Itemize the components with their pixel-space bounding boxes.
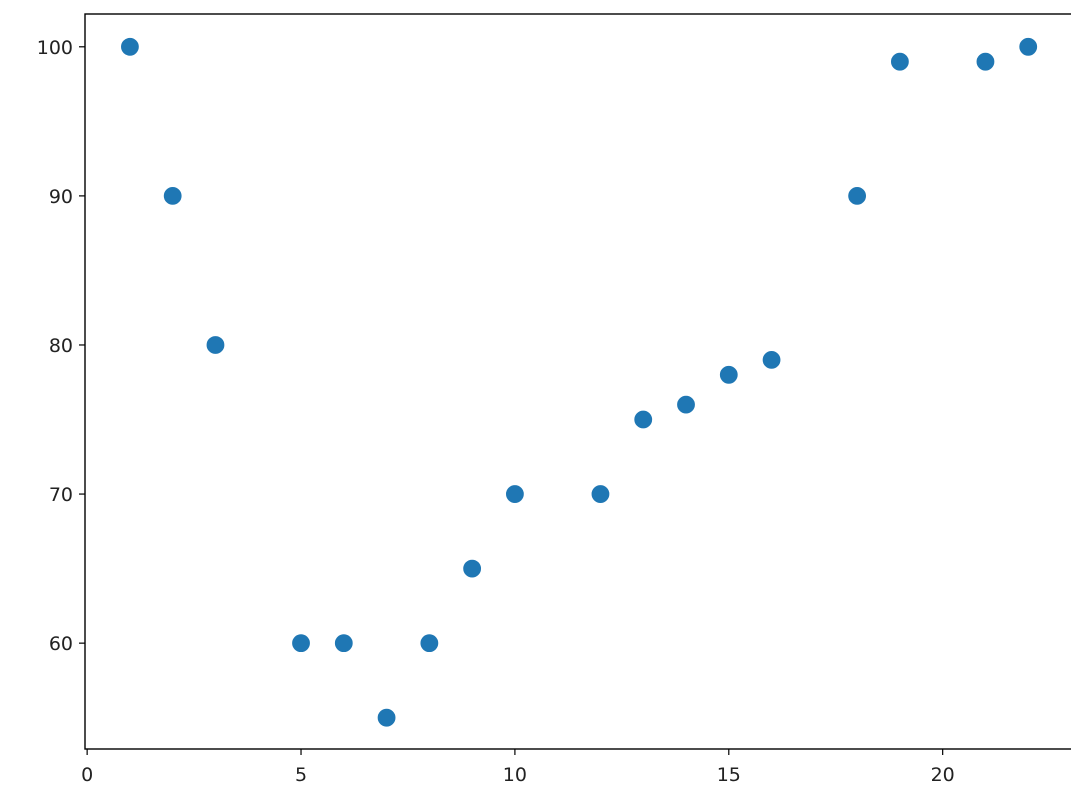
y-tick-label: 80 <box>49 335 73 357</box>
data-point-3 <box>205 334 226 356</box>
data-point-14 <box>761 349 782 370</box>
x-tick-label: 20 <box>931 764 955 786</box>
x-axis-ticks: 0 5 10 15 20 <box>81 749 955 786</box>
y-tick-label: 70 <box>49 484 73 506</box>
x-tick-label: 10 <box>503 764 527 786</box>
y-tick-label: 60 <box>49 633 73 655</box>
data-point-17 <box>975 51 996 72</box>
data-point-2 <box>162 185 183 206</box>
axes-spines <box>84 13 1071 750</box>
plot-frame <box>84 13 1071 750</box>
data-point-5 <box>333 633 354 654</box>
y-tick-label: 90 <box>49 186 73 208</box>
data-point-15 <box>847 185 868 206</box>
data-point-11 <box>633 409 654 430</box>
x-tick-label: 15 <box>717 764 741 786</box>
data-point-8 <box>462 558 483 579</box>
data-point-10 <box>590 483 611 505</box>
data-point-16 <box>889 51 910 72</box>
y-axis-ticks: 60 70 80 90 100 <box>37 37 85 655</box>
data-point-4 <box>290 633 312 654</box>
x-tick-label: 5 <box>295 764 307 786</box>
data-point-18 <box>1018 36 1039 57</box>
data-point-13 <box>718 364 739 385</box>
data-point-1 <box>119 36 141 57</box>
y-tick-label: 100 <box>37 37 73 59</box>
data-point-9 <box>504 483 526 505</box>
data-points <box>119 36 1039 728</box>
data-point-7 <box>419 633 440 654</box>
x-tick-label: 0 <box>81 764 93 786</box>
data-point-12 <box>675 394 697 415</box>
data-point-6 <box>376 707 397 728</box>
